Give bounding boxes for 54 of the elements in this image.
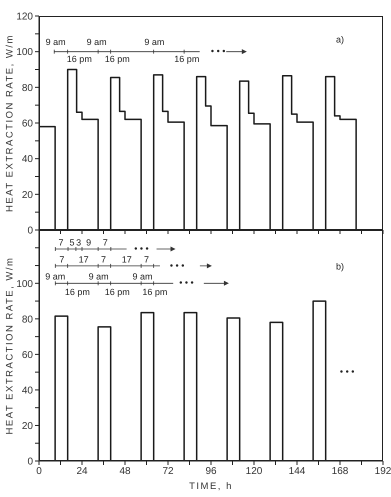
annotation: • • • xyxy=(210,46,226,56)
y-tick-label: 100 xyxy=(16,47,34,58)
annotation: 7 xyxy=(59,254,64,265)
x-tick-label: 48 xyxy=(119,466,131,478)
y-tick-label: 80 xyxy=(22,82,34,94)
x-tick-label: 96 xyxy=(205,466,217,478)
annotation: 5 xyxy=(69,238,74,248)
y-tick-label: 0 xyxy=(27,456,34,468)
annotation: 7 xyxy=(58,238,64,248)
y-tick-label: 80 xyxy=(22,314,34,326)
annotation: • • • xyxy=(340,366,354,377)
annotation: 9 xyxy=(86,238,92,248)
x-tick-label: 24 xyxy=(76,466,88,478)
annotation: 16 pm xyxy=(104,287,130,298)
annotation: 9 am xyxy=(45,271,66,282)
annotation: • • • xyxy=(170,260,184,270)
x-tick-label: 72 xyxy=(162,466,174,478)
annotation: 9 am xyxy=(88,271,109,282)
annotation: a) xyxy=(336,34,344,44)
annotation: 16 pm xyxy=(142,287,168,298)
annotation: 7 xyxy=(144,254,150,265)
annotation: 16 pm xyxy=(104,54,130,64)
y-tick-label: 20 xyxy=(22,421,34,432)
x-tick-label: 192 xyxy=(374,466,391,478)
annotation: 16 pm xyxy=(66,54,92,64)
y-tick-label: 40 xyxy=(22,385,34,396)
y-tick-label: 120 xyxy=(16,12,34,23)
annotation: 3 xyxy=(76,238,82,248)
annotation: • • • xyxy=(179,278,194,288)
y-axis-title: HEAT EXTRACTION RATE, W/m xyxy=(4,34,16,212)
annotation: 9 am xyxy=(144,37,164,48)
annotation: 17 xyxy=(78,254,89,265)
annotation: • • • xyxy=(134,243,149,254)
annotation: 9 am xyxy=(86,37,107,48)
annotation: b) xyxy=(336,262,344,272)
y-tick-label: 20 xyxy=(22,190,34,201)
y-axis-title: HEAT EXTRACTION RATE, W/m xyxy=(4,256,16,434)
annotation: 7 xyxy=(102,238,108,248)
annotation: 9 am xyxy=(132,271,153,282)
annotation: 17 xyxy=(122,254,132,265)
y-tick-label: 100 xyxy=(16,278,34,290)
x-tick-label: 144 xyxy=(288,466,306,478)
y-tick-label: 40 xyxy=(22,154,34,166)
x-axis-title: TIME, h xyxy=(189,481,233,492)
annotation: 9 am xyxy=(46,37,66,48)
annotation: 16 pm xyxy=(174,54,200,64)
y-tick-label: 0 xyxy=(27,226,34,237)
y-tick-label: 60 xyxy=(22,118,34,130)
x-tick-label: 0 xyxy=(36,466,42,478)
y-tick-label: 60 xyxy=(22,350,34,361)
annotation: 16 pm xyxy=(64,287,90,298)
annotation: 7 xyxy=(100,254,106,265)
x-tick-label: 168 xyxy=(332,466,349,478)
x-tick-label: 120 xyxy=(246,466,263,478)
